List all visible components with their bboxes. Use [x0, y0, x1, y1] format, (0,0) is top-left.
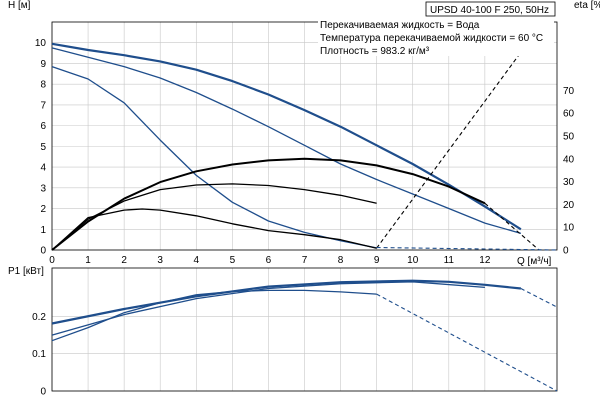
power-tick-label: 0.1: [32, 349, 46, 360]
power-plot-series: [51, 279, 558, 392]
q-tick-label: 5: [230, 255, 236, 266]
q-tick-label: 4: [194, 255, 200, 266]
head-plot-series: [51, 42, 558, 251]
head-curve: [376, 246, 558, 251]
q-tick-label: 12: [479, 255, 491, 266]
efficiency-curve: [484, 202, 540, 251]
power-curve: [376, 293, 558, 392]
eta-tick-label: 60: [563, 109, 575, 120]
q-tick-label: 0: [49, 255, 55, 266]
head-curve: [51, 42, 522, 231]
eta-tick-label: 70: [563, 86, 575, 97]
power-curve: [51, 289, 377, 342]
eta-tick-label: 30: [563, 177, 575, 188]
power-tick-label: 0.2: [32, 312, 46, 323]
eta-axis-label: eta [%]: [574, 0, 600, 11]
q-tick-label: 6: [266, 255, 272, 266]
model-label: UPSD 40-100 F 250, 50Hz: [430, 5, 549, 16]
power-curve: [51, 281, 485, 336]
head-tick-label: 3: [40, 183, 46, 194]
eta-tick-label: 10: [563, 223, 575, 234]
q-tick-label: 3: [157, 255, 163, 266]
density-note: Плотность = 983.2 кг/м³: [320, 46, 430, 57]
q-axis-ticks: 0 1 2 3 4 5 6 7 8 9 10 11 12: [49, 255, 491, 266]
q-tick-label: 1: [85, 255, 91, 266]
model-box: [425, 1, 556, 17]
head-plot-frame: [51, 21, 558, 251]
head-tick-label: 9: [40, 59, 46, 70]
power-plot: 0 0.1 0.2 P1 [кВт]: [8, 266, 558, 398]
power-axis-ticks: 0 0.1 0.2: [32, 312, 46, 398]
head-tick-label: 4: [40, 163, 46, 174]
power-tick-label: 0: [40, 387, 46, 398]
eta-tick-label: 0: [563, 246, 569, 257]
efficiency-curve: [51, 183, 377, 251]
head-axis-ticks: 0 1 2 3 4 5 6 7 8 9 10: [35, 38, 47, 256]
head-tick-label: 10: [35, 38, 47, 49]
head-tick-label: 5: [40, 142, 46, 153]
conditions-box: [318, 18, 554, 56]
q-tick-label: 11: [444, 255, 455, 266]
liquid-note: Перекачиваемая жидкость = Вода: [320, 20, 480, 31]
head-tick-label: 0: [40, 246, 46, 257]
q-tick-label: 8: [338, 255, 344, 266]
power-plot-frame: [51, 267, 558, 392]
power-axis-label: P1 [кВт]: [8, 266, 44, 277]
power-curve: [51, 279, 522, 325]
head-axis-label: H [м]: [8, 0, 31, 11]
head-tick-label: 6: [40, 121, 46, 132]
q-tick-label: 10: [407, 255, 419, 266]
head-tick-label: 8: [40, 80, 46, 91]
eta-tick-label: 20: [563, 200, 575, 211]
temperature-note: Температура перекачиваемой жидкости = 60…: [320, 33, 543, 44]
eta-axis-ticks: 0 10 20 30 40 50 60 70: [563, 86, 575, 257]
q-tick-label: 2: [121, 255, 127, 266]
head-tick-label: 7: [40, 100, 46, 111]
q-tick-label: 9: [374, 255, 380, 266]
head-tick-label: 2: [40, 204, 46, 215]
efficiency-curve: [51, 208, 377, 251]
efficiency-curve: [376, 42, 529, 249]
q-axis-label: Q [м³/ч]: [517, 256, 552, 267]
eta-tick-label: 50: [563, 132, 575, 143]
head-curve: [51, 47, 522, 235]
head-tick-label: 1: [40, 225, 46, 236]
q-tick-label: 7: [302, 255, 308, 266]
eta-tick-label: 40: [563, 154, 575, 165]
efficiency-curve: [51, 157, 486, 251]
